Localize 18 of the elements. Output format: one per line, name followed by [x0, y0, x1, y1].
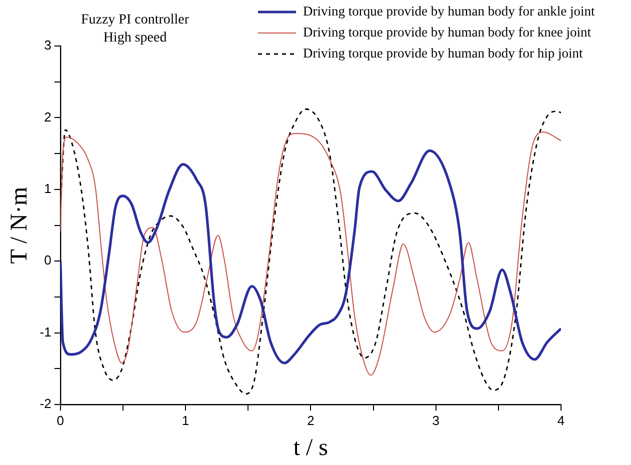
y-tick-label: 3 [44, 38, 52, 53]
y-tick-label: 0 [44, 252, 52, 268]
y-tick-label: -1 [40, 324, 52, 340]
legend-label: Driving torque provide by human body for knee joint [303, 24, 592, 40]
x-tick-label: 0 [56, 412, 64, 428]
y-tick-label: 2 [44, 109, 52, 124]
text: Fuzzy PI controller [80, 12, 190, 28]
x-axis-title: t / s [293, 434, 328, 461]
x-tick-label: 2 [307, 412, 314, 428]
x-tick-label: 1 [182, 412, 190, 428]
legend-label: Driving torque provide by human body for hip joint [303, 46, 583, 61]
y-tick-label: -2 [40, 396, 52, 412]
x-tick-label: 3 [432, 412, 440, 428]
legend-label: Driving torque provide by human body for ankle joint [303, 4, 595, 19]
y-axis-title: T / N·m [6, 186, 33, 264]
y-tick-label: 1 [44, 181, 52, 196]
x-tick-label: 4 [557, 412, 565, 428]
text: High speed [103, 30, 167, 46]
